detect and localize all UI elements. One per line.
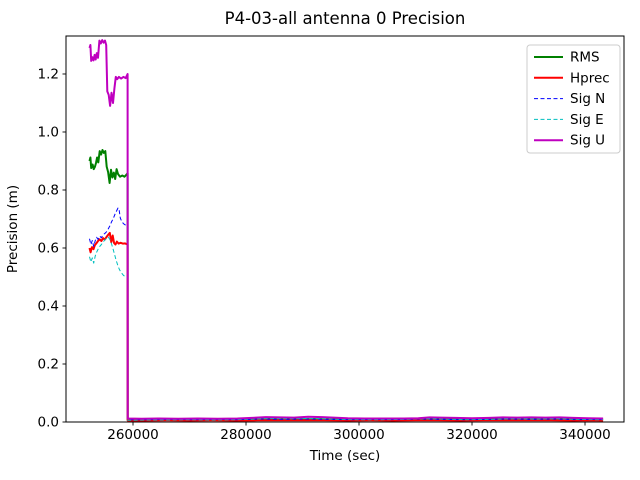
ticks-layer: 260000 280000 300000 320000 340000 0.0 0.2 0.4 0… [38,66,611,443]
series-line-sig-u [88,39,604,420]
legend-label-sig-u: Sig U [570,133,605,149]
legend-label-rms: RMS [570,50,600,66]
series-layer [88,39,604,422]
series-line-sig-e [89,236,604,421]
y-tick-label: 0.0 [38,415,59,431]
legend-label-sig-n: Sig N [570,91,605,107]
series-line-sig-n [89,207,604,421]
y-axis-label: Precision (m) [5,185,21,273]
x-tick-label: 300000 [333,427,385,443]
x-tick-label: 320000 [446,427,498,443]
plot-border [65,35,625,423]
legend-label-hprec: Hprec [570,70,610,86]
x-tick-label: 280000 [220,427,272,443]
y-tick-label: 1.2 [38,66,59,82]
y-tick-label: 0.8 [38,182,59,198]
y-tick-label: 1.0 [38,124,59,140]
x-tick-label: 340000 [559,427,611,443]
y-tick-label: 0.2 [38,356,59,372]
y-tick-label: 0.4 [38,298,59,314]
y-tick-label: 0.6 [38,240,59,256]
x-tick-label: 260000 [107,427,159,443]
legend: RMS Hprec Sig N Sig E Sig U [526,44,621,154]
chart-title: P4-03-all antenna 0 Precision [225,9,466,28]
legend-label-sig-e: Sig E [570,112,604,128]
legend-box [526,44,621,154]
x-axis-label: Time (sec) [309,448,381,464]
